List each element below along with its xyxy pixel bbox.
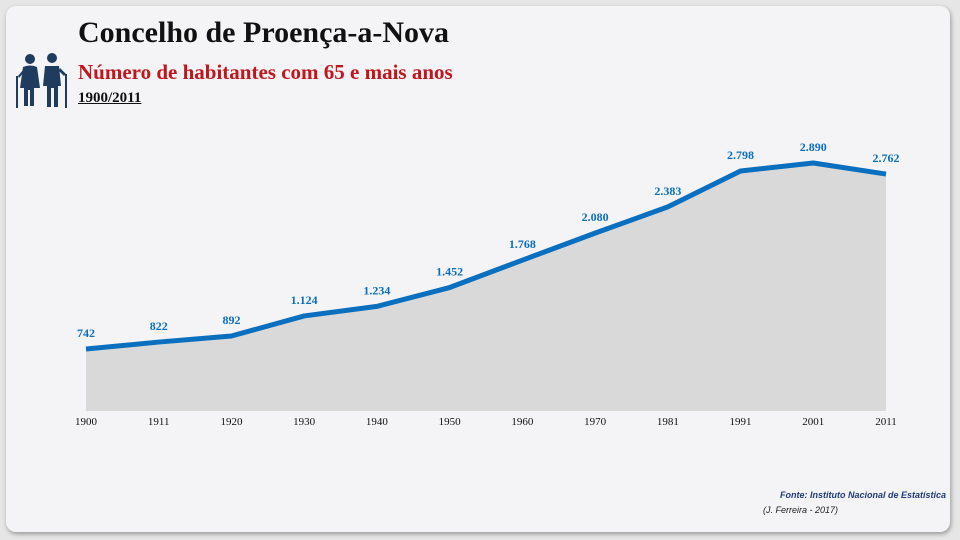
- chart-subtitle: Número de habitantes com 65 e mais anos: [78, 60, 453, 84]
- x-tick-label: 1920: [220, 416, 243, 428]
- data-label: 892: [222, 313, 240, 327]
- source-note: Fonte: Instituto Nacional de Estatística: [779, 490, 946, 500]
- x-tick-label: 1970: [584, 416, 607, 428]
- chart-title: Concelho de Proença-a-Nova: [78, 16, 450, 49]
- data-label: 2.798: [727, 148, 754, 162]
- data-label: 1.768: [509, 237, 536, 251]
- x-axis-ticks: 1900 1911 1920 1930 1940 1950 1960 1970 1981 1991…: [75, 416, 897, 428]
- x-tick-label: 1981: [657, 416, 679, 428]
- line-layer: [85, 160, 887, 352]
- data-label: 1.124: [291, 293, 318, 307]
- x-tick-label: 2001: [802, 416, 824, 428]
- data-label: 822: [150, 319, 168, 333]
- x-tick-label: 1911: [148, 416, 170, 428]
- chart-period: 1900/2011: [78, 90, 142, 106]
- x-tick-label: 1960: [511, 416, 534, 428]
- x-tick-label: 1900: [75, 416, 98, 428]
- data-label: 2.762: [873, 151, 900, 165]
- x-tick-label: 1991: [730, 416, 752, 428]
- x-tick-label: 1950: [439, 416, 462, 428]
- author-note: (J. Ferreira - 2017): [763, 505, 839, 515]
- x-tick-label: 1930: [293, 416, 316, 428]
- data-label: 1.452: [436, 265, 463, 279]
- area-fill: [86, 163, 886, 411]
- data-label: 1.234: [363, 283, 390, 297]
- x-tick-label: 1940: [366, 416, 389, 428]
- series-line: [85, 160, 887, 352]
- data-label: 2.080: [582, 210, 609, 224]
- data-label: 2.383: [654, 184, 681, 198]
- data-label: 2.890: [800, 140, 827, 154]
- x-tick-label: 2011: [875, 416, 897, 428]
- data-label-layer: 742 822 892 1.124 1.234 1.452 1.768 2.080 2.383 2…: [77, 140, 900, 340]
- area-layer: [86, 163, 886, 411]
- data-label: 742: [77, 326, 95, 340]
- elderly-couple-icon: [16, 53, 67, 108]
